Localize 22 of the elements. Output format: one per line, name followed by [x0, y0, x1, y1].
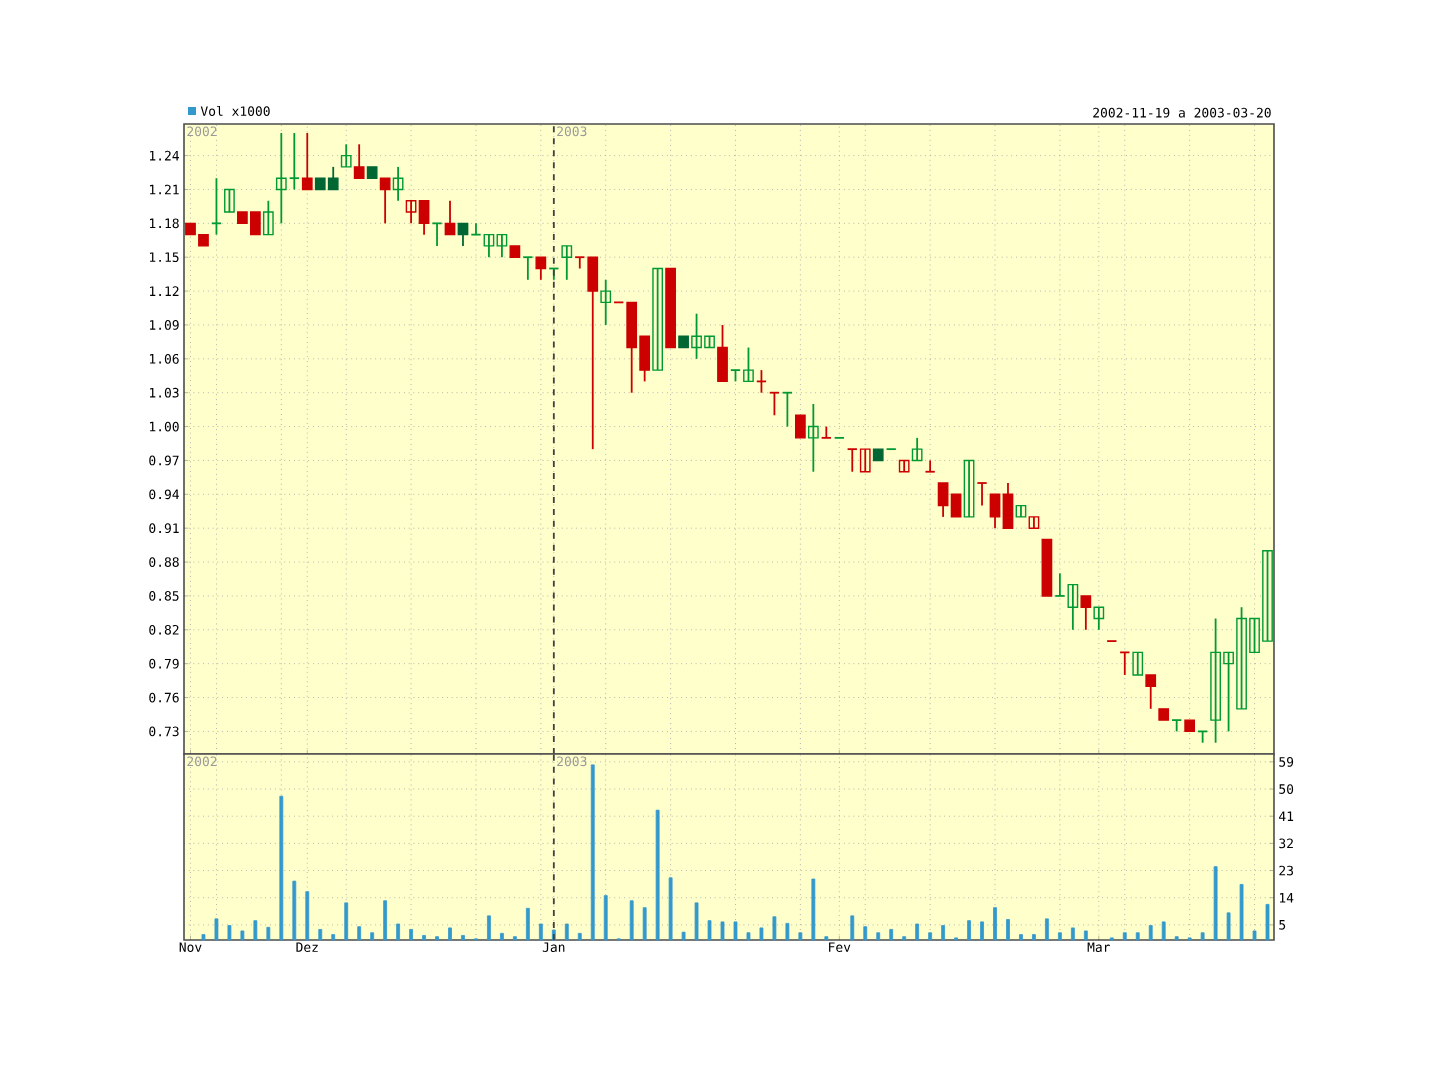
candlestick: [652, 267, 663, 372]
candlestick: [366, 165, 378, 180]
candlestick: [976, 482, 988, 507]
candlestick: [963, 459, 975, 518]
candlestick: [224, 188, 235, 213]
candlestick: [1158, 707, 1170, 722]
candlestick: [795, 414, 806, 439]
candlestick: [1132, 651, 1144, 676]
candlestick: [717, 324, 728, 383]
candlestick: [210, 177, 223, 236]
candlestick: [924, 459, 936, 473]
candlestick: [872, 448, 884, 462]
candlestick: [768, 391, 780, 417]
candlestick: [820, 425, 832, 439]
candlestick: [1184, 719, 1196, 733]
candlestick: [522, 256, 534, 281]
candlestick: [665, 267, 676, 349]
candlestick: [1171, 719, 1183, 733]
candlestick: [1041, 538, 1053, 597]
candlestick: [431, 222, 443, 247]
candlestick: [781, 391, 793, 428]
candlestick: [1119, 651, 1131, 676]
